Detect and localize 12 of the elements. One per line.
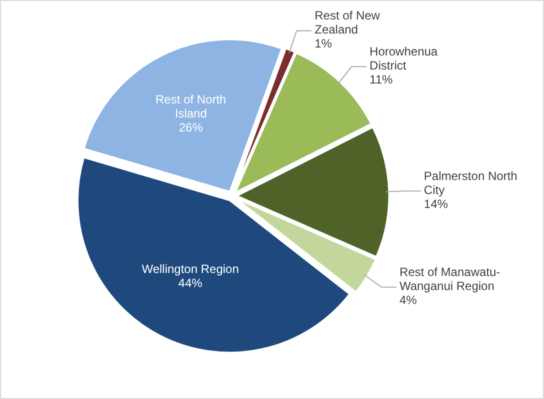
slice-label: Horowhenua District [370,44,438,73]
data-label: 1% [314,36,332,51]
data-label: 26% [178,120,204,135]
data-label: 14% [424,197,448,212]
slice-label: Wellington Region [142,262,239,276]
data-label: 4% [399,293,418,308]
slice-label: Rest of Manawatu-Wanganui Region [399,265,500,294]
data-label: 11% [370,72,394,87]
slice-label: Palmerston North City [424,169,518,198]
slice-label: Rest of New Zealand [314,8,380,37]
slice-label: Rest of North Island [156,92,226,121]
data-label: 44% [178,276,203,290]
